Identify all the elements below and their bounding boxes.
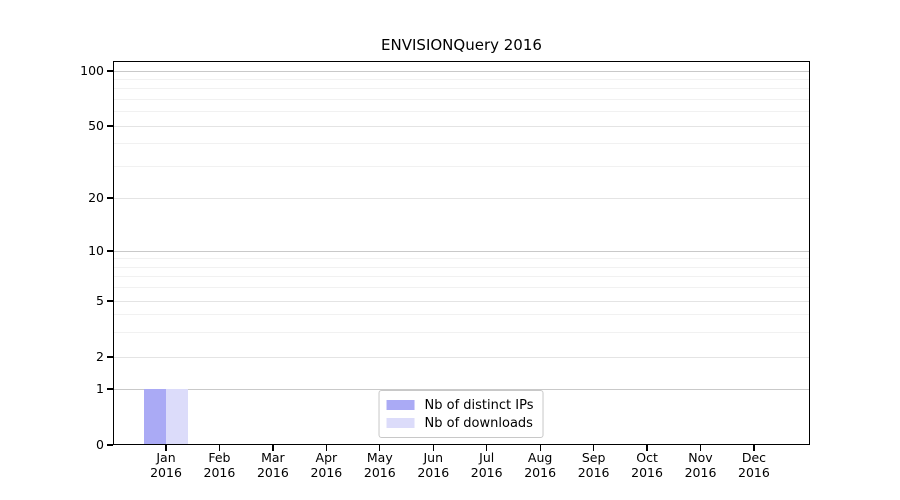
minor-gridline (114, 165, 809, 167)
minor-gridline (114, 143, 809, 145)
x-tick-mark (592, 445, 595, 451)
minor-gridline (114, 258, 809, 260)
legend-row: Nb of downloads (386, 414, 534, 432)
y-tick-label-0: 0 (96, 437, 104, 452)
x-tick-label-jun-2016: Jun 2016 (401, 450, 465, 480)
x-tick-label-line: Jun (423, 450, 444, 465)
x-tick-label-jul-2016: Jul 2016 (455, 450, 519, 480)
major-gridline (114, 388, 809, 390)
y-tick-mark (107, 356, 113, 358)
y-tick-label-2: 2 (96, 349, 104, 364)
x-tick-label-line: Apr (315, 450, 338, 465)
plot-frame (113, 61, 810, 445)
major-gridline (114, 70, 809, 72)
legend-label-nb-of-downloads: Nb of downloads (424, 415, 533, 431)
x-tick-label-line: May (366, 450, 393, 465)
x-tick-label-line: 2016 (150, 464, 182, 480)
x-tick-mark (699, 445, 702, 451)
y-tick-mark (107, 250, 113, 252)
x-tick-label-line: 2016 (363, 464, 396, 480)
x-tick-label-nov-2016: Nov 2016 (669, 450, 733, 480)
legend-swatch-nb-of-distinct-ips (386, 400, 415, 410)
y-tick-label-5: 5 (96, 293, 104, 308)
y-tick-label-20: 20 (88, 190, 104, 205)
x-tick-mark (753, 445, 755, 451)
minor-gridline (114, 314, 809, 316)
bar-nb-of-distinct-ips-jan-2016 (144, 389, 166, 445)
y-tick-mark (107, 125, 113, 127)
x-tick-label-line: Jul (479, 450, 495, 465)
minor-gridline (114, 78, 809, 80)
x-tick-label-line: 2016 (631, 464, 663, 480)
y-tick-mark (107, 197, 113, 199)
x-tick-mark (432, 445, 434, 451)
x-tick-label-dec-2016: Dec 2016 (722, 450, 786, 480)
y-tick-label-1: 1 (96, 381, 104, 396)
y-tick-mark (107, 70, 113, 72)
major-gridline (114, 197, 809, 199)
legend: Nb of distinct IPs Nb of downloads (378, 390, 544, 438)
x-tick-mark (379, 445, 381, 451)
y-tick-label-50: 50 (88, 118, 104, 133)
minor-gridline (114, 276, 809, 278)
minor-gridline (114, 88, 809, 90)
legend-swatch-nb-of-downloads (386, 418, 415, 428)
x-tick-label-line: Sep (581, 450, 606, 465)
x-tick-label-line: 2016 (417, 464, 450, 480)
x-tick-label-line: Mar (261, 450, 285, 465)
minor-gridline (114, 331, 809, 333)
major-gridline (114, 300, 809, 302)
x-tick-label-line: Aug (527, 450, 553, 465)
x-tick-label-line: Oct (636, 450, 658, 465)
x-tick-mark (218, 445, 221, 451)
x-tick-label-line: Dec (741, 450, 767, 465)
x-tick-label-line: 2016 (524, 464, 557, 480)
x-tick-label-jan-2016: Jan 2016 (134, 450, 198, 480)
y-tick-mark (107, 444, 113, 446)
minor-gridline (114, 98, 809, 100)
x-tick-label-line: 2016 (577, 464, 610, 480)
x-tick-mark (539, 445, 541, 451)
x-tick-label-apr-2016: Apr 2016 (294, 450, 358, 480)
x-tick-label-line: 2016 (203, 464, 236, 480)
y-tick-label-100: 100 (80, 63, 104, 78)
x-tick-mark (486, 445, 488, 451)
major-gridline (114, 125, 809, 127)
x-tick-label-line: 2016 (738, 464, 770, 480)
x-tick-label-line: Nov (688, 450, 713, 465)
x-tick-mark (325, 445, 327, 451)
x-tick-label-line: 2016 (310, 464, 343, 480)
x-tick-label-aug-2016: Aug 2016 (508, 450, 572, 480)
x-tick-label-sep-2016: Sep 2016 (562, 450, 626, 480)
x-tick-label-line: 2016 (470, 464, 503, 480)
x-tick-label-line: Jan (156, 450, 176, 465)
legend-row: Nb of distinct IPs (386, 396, 534, 414)
x-tick-mark (272, 445, 274, 451)
y-tick-label-10: 10 (88, 243, 104, 258)
x-tick-label-line: 2016 (256, 464, 289, 480)
legend-label-nb-of-distinct-ips: Nb of distinct IPs (424, 397, 534, 413)
minor-gridline (114, 287, 809, 289)
bar-nb-of-downloads-jan-2016 (166, 389, 188, 445)
y-tick-mark (107, 300, 113, 302)
x-tick-mark (165, 445, 167, 451)
major-gridline (114, 356, 809, 358)
x-tick-label-may-2016: May 2016 (348, 450, 412, 480)
minor-gridline (114, 111, 809, 113)
x-tick-label-feb-2016: Feb 2016 (187, 450, 251, 480)
x-tick-mark (646, 445, 648, 451)
minor-gridline (114, 266, 809, 268)
y-tick-mark (107, 388, 113, 390)
x-tick-label-line: 2016 (684, 464, 717, 480)
x-tick-label-mar-2016: Mar 2016 (241, 450, 305, 480)
chart-title: ENVISIONQuery 2016 (381, 36, 542, 54)
x-tick-label-line: Feb (208, 450, 231, 465)
major-gridline (114, 250, 809, 252)
x-tick-label-oct-2016: Oct 2016 (615, 450, 679, 480)
